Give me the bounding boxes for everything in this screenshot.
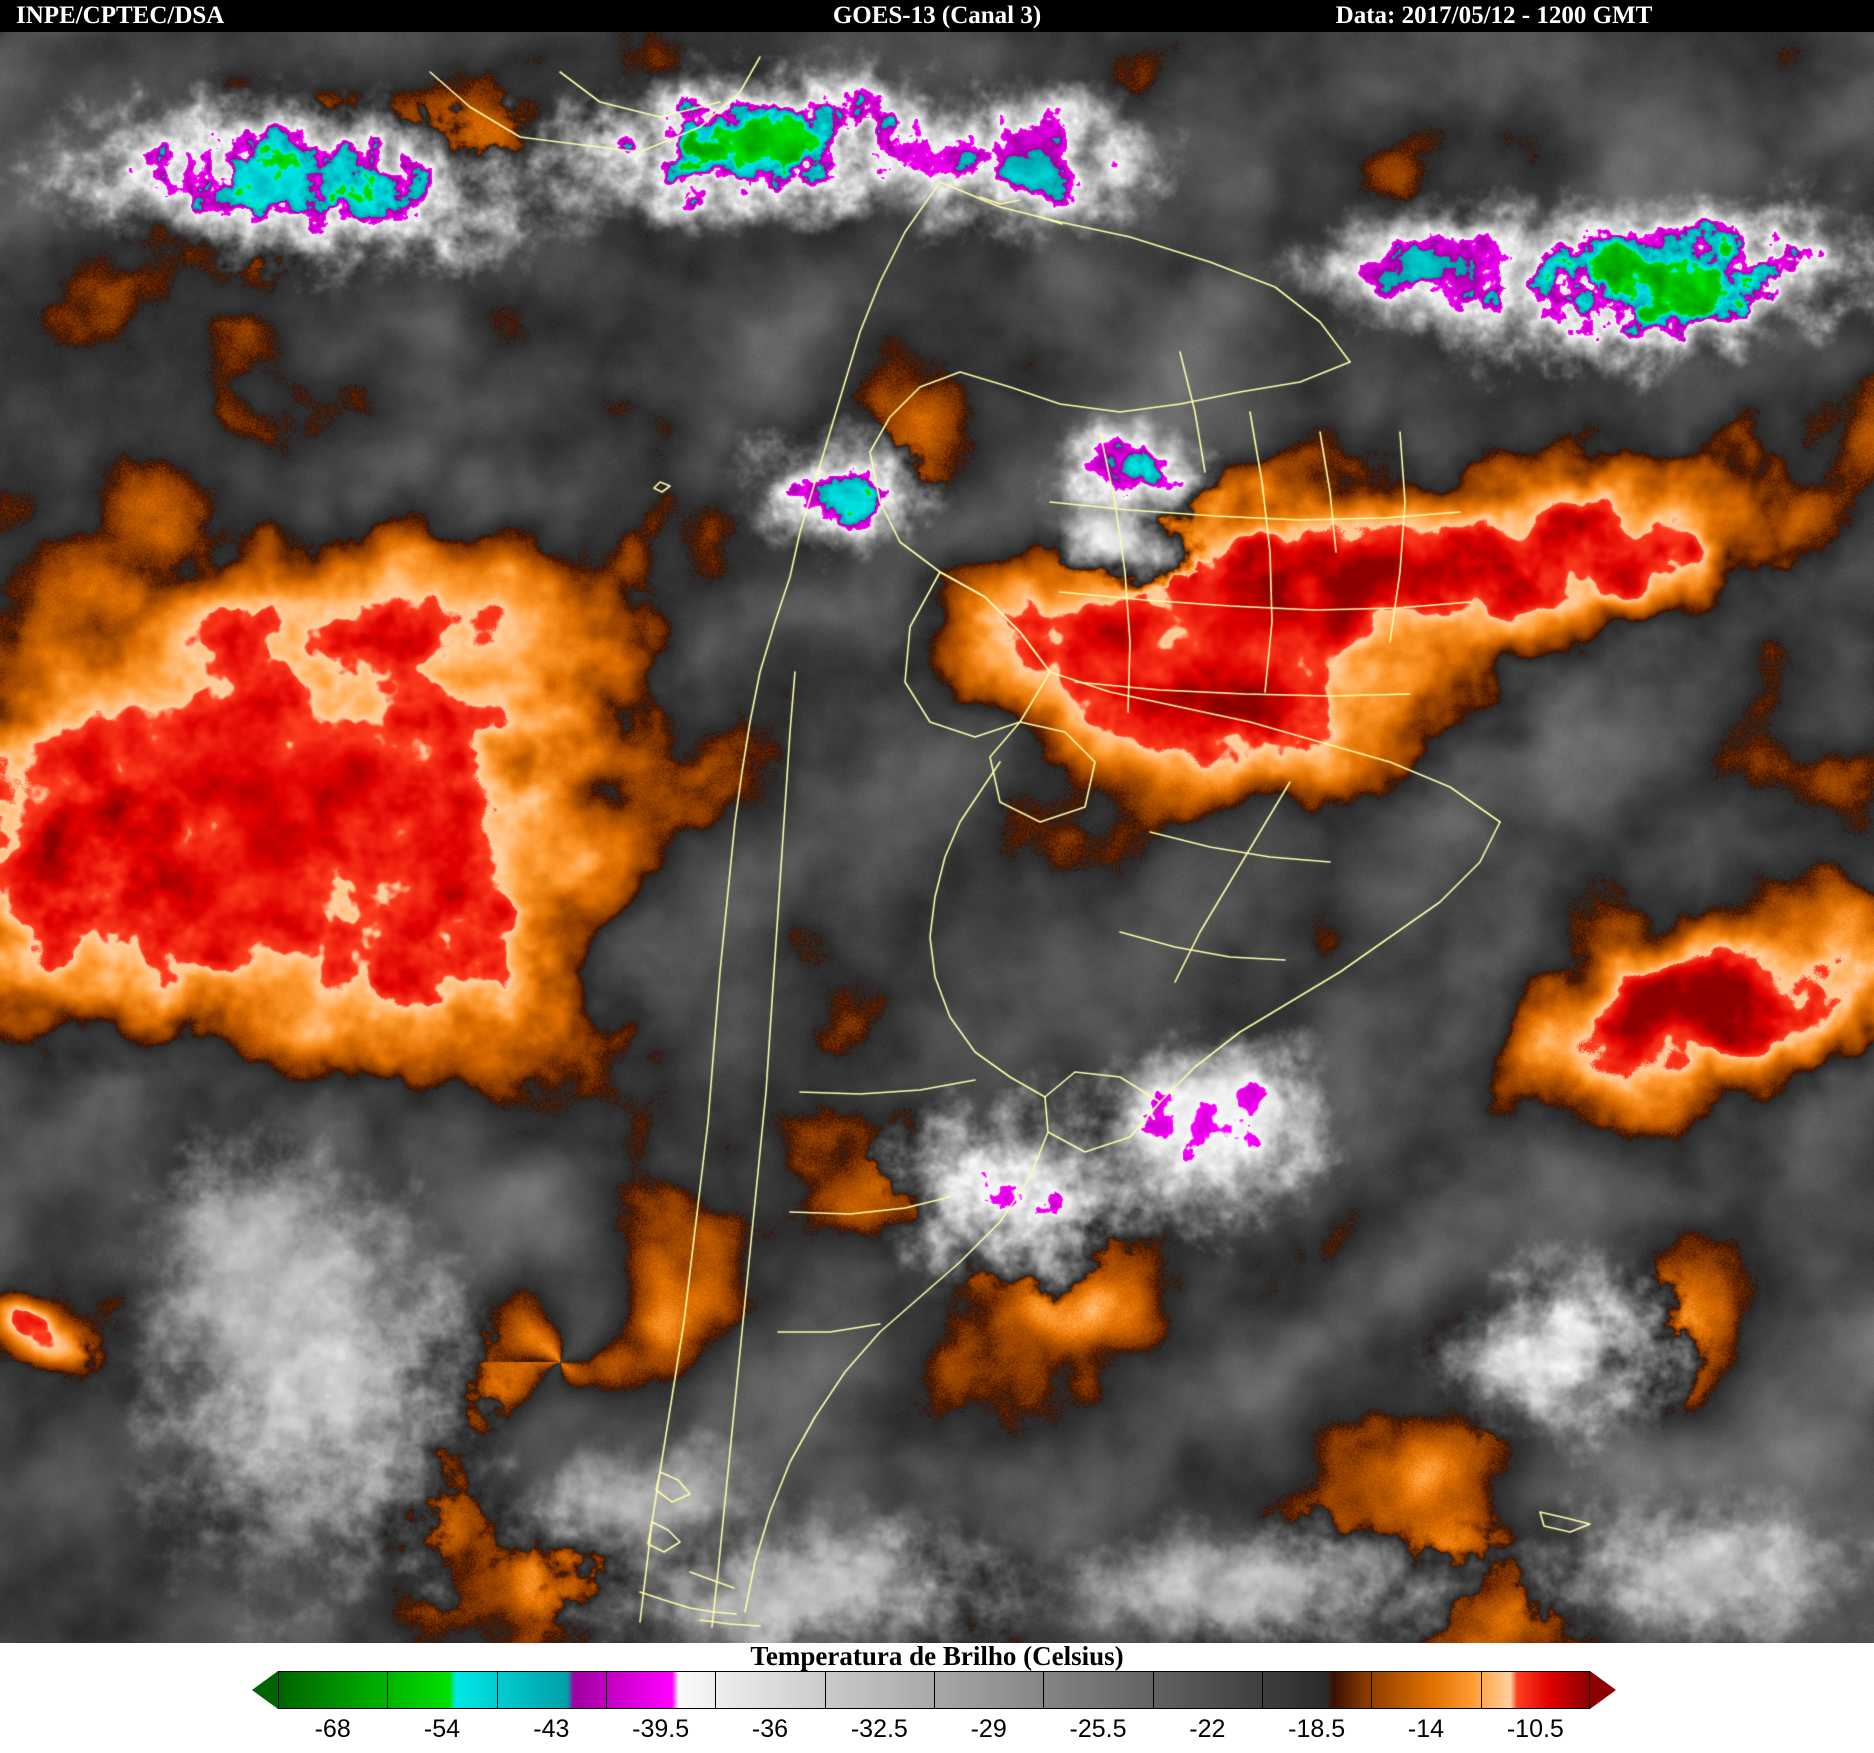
colorbar-tick-label: -36	[752, 1715, 788, 1744]
header-bar: INPE/CPTEC/DSA GOES-13 (Canal 3) Data: 2…	[0, 0, 1874, 32]
colorbar-wrap: -68-54-43-39.5-36-32.5-29-25.5-22-18.5-1…	[278, 1671, 1590, 1709]
colorbar-tick-mark	[387, 1671, 388, 1709]
colorbar-panel: Temperatura de Brilho (Celsius) -68-54-4…	[0, 1643, 1874, 1753]
colorbar-tick-mark	[606, 1671, 607, 1709]
colorbar-tick-mark	[497, 1671, 498, 1709]
colorbar-tick-label: -29	[971, 1715, 1007, 1744]
colorbar-tick-label: -14	[1408, 1715, 1444, 1744]
colorbar-tick-mark	[1481, 1671, 1482, 1709]
colorbar-tick-mark	[1262, 1671, 1263, 1709]
colorbar-tick-mark	[715, 1671, 716, 1709]
header-satellite-label: GOES-13 (Canal 3)	[833, 2, 1041, 30]
colorbar-title: Temperatura de Brilho (Celsius)	[0, 1641, 1874, 1672]
header-source-label: INPE/CPTEC/DSA	[16, 2, 224, 30]
colorbar-tick-label: -39.5	[632, 1715, 689, 1744]
colorbar-tick-label: -54	[424, 1715, 460, 1744]
colorbar-tick-label: -32.5	[851, 1715, 908, 1744]
colorbar-tick-label: -68	[315, 1715, 351, 1744]
colorbar-tick-label: -22	[1189, 1715, 1225, 1744]
satellite-canvas	[0, 32, 1874, 1643]
colorbar-tick-label: -10.5	[1507, 1715, 1564, 1744]
colorbar-tick-mark	[1153, 1671, 1154, 1709]
colorbar-tick-label: -43	[533, 1715, 569, 1744]
colorbar-tick-label: -18.5	[1288, 1715, 1345, 1744]
colorbar-tick-mark	[825, 1671, 826, 1709]
colorbar-right-arrow-icon	[1590, 1671, 1616, 1709]
colorbar-tick-mark	[934, 1671, 935, 1709]
colorbar-tick-label: -25.5	[1070, 1715, 1127, 1744]
colorbar-tick-mark	[1043, 1671, 1044, 1709]
satellite-image	[0, 32, 1874, 1643]
header-datetime-label: Data: 2017/05/12 - 1200 GMT	[1114, 2, 1874, 30]
colorbar-tick-mark	[1371, 1671, 1372, 1709]
colorbar-left-arrow-icon	[252, 1671, 278, 1709]
satellite-image-page: INPE/CPTEC/DSA GOES-13 (Canal 3) Data: 2…	[0, 0, 1874, 1753]
